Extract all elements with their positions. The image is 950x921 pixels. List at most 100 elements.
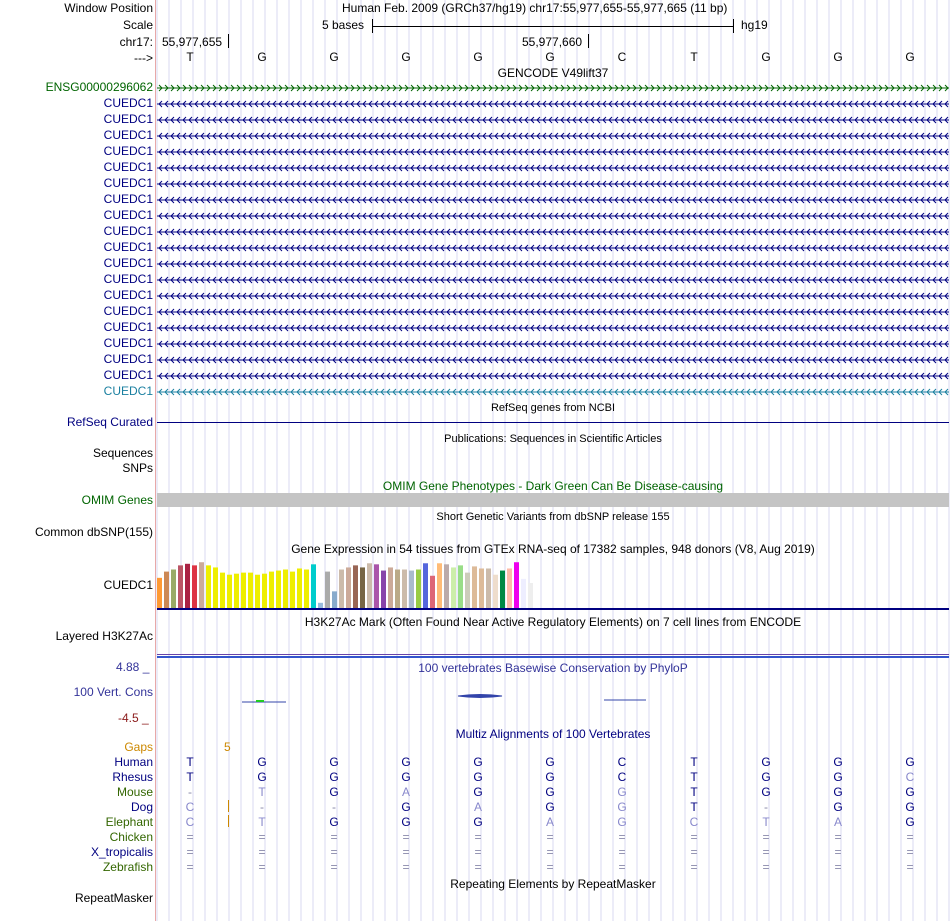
alignment-base: G (905, 785, 915, 799)
alignment-base: G (833, 770, 843, 784)
gtex-tissue-bar (171, 569, 176, 608)
species-label[interactable]: Mouse (116, 785, 153, 799)
transcript-label[interactable]: CUEDC1 (103, 240, 153, 254)
gtex-tissue-bar (318, 602, 323, 608)
sequence-base: G (329, 50, 339, 64)
transcript-label[interactable]: CUEDC1 (103, 160, 153, 174)
transcript-label[interactable]: CUEDC1 (103, 368, 153, 382)
snps-label[interactable]: SNPs (122, 461, 153, 475)
transcript-label[interactable]: CUEDC1 (103, 224, 153, 238)
transcript-label[interactable]: CUEDC1 (103, 272, 153, 286)
transcript-line (157, 260, 949, 268)
gtex-tissue-bar (514, 562, 519, 608)
alignment-base: = (474, 830, 482, 844)
alignment-base: G (545, 770, 555, 784)
species-label[interactable]: Dog (130, 800, 153, 814)
species-label[interactable]: Human (114, 755, 153, 769)
h3k27-title[interactable]: H3K27Ac Mark (Often Found Near Active Re… (304, 615, 802, 629)
species-label[interactable]: Rhesus (112, 770, 153, 784)
dbsnp-title[interactable]: Short Genetic Variants from dbSNP releas… (436, 511, 670, 523)
alignment-base: G (329, 785, 339, 799)
alignment-base: G (617, 800, 627, 814)
gtex-bar-chart[interactable] (156, 556, 536, 608)
transcript-label[interactable]: CUEDC1 (103, 208, 153, 222)
transcript-label[interactable]: CUEDC1 (103, 352, 153, 366)
gtex-tissue-bar (213, 567, 218, 608)
alignment-base: = (186, 845, 194, 859)
gtex-tissue-bar (402, 569, 407, 608)
omim-gene-bar[interactable] (157, 493, 949, 507)
dbsnp-label[interactable]: Common dbSNP(155) (34, 525, 153, 539)
window-position-label: Window Position (64, 1, 153, 15)
species-label[interactable]: Elephant (105, 815, 153, 829)
alignment-base: G (761, 785, 771, 799)
transcript-label[interactable]: CUEDC1 (103, 144, 153, 158)
position-text[interactable]: Human Feb. 2009 (GRCh37/hg19) chr17:55,9… (342, 1, 728, 15)
alignment-base: G (905, 755, 915, 769)
h3k27-line-1 (157, 654, 949, 655)
gtex-title[interactable]: Gene Expression in 54 tissues from GTEx … (291, 542, 815, 556)
alignment-base: = (618, 830, 626, 844)
refseq-gene-line[interactable] (157, 422, 949, 423)
sequence-base: G (257, 50, 267, 64)
transcript-label[interactable]: CUEDC1 (103, 384, 153, 398)
alignment-base: G (401, 815, 411, 829)
phylop-title[interactable]: 100 vertebrates Basewise Conservation by… (418, 661, 688, 675)
sequence-base: T (690, 50, 698, 64)
species-label[interactable]: Zebrafish (102, 860, 153, 874)
transcript-label[interactable]: CUEDC1 (103, 304, 153, 318)
gencode-gene-label[interactable]: ENSG00000296062 (45, 80, 153, 94)
transcript-label[interactable]: CUEDC1 (103, 320, 153, 334)
refseq-label[interactable]: RefSeq Curated (66, 415, 153, 429)
gtex-tissue-bar (472, 566, 477, 608)
alignment-base: C (185, 800, 195, 814)
species-label[interactable]: X_tropicalis (90, 845, 153, 859)
transcript-line (157, 116, 949, 124)
alignment-base: = (690, 860, 698, 874)
transcript-label[interactable]: CUEDC1 (103, 96, 153, 110)
transcript-label[interactable]: CUEDC1 (103, 288, 153, 302)
gtex-tissue-bar (234, 573, 239, 608)
phylop-min: -4.5 _ (118, 711, 149, 725)
transcript-line (157, 100, 949, 108)
species-label[interactable]: Chicken (109, 830, 153, 844)
transcript-label[interactable]: CUEDC1 (103, 336, 153, 350)
transcript-label[interactable]: CUEDC1 (103, 256, 153, 270)
gtex-tissue-bar (283, 569, 288, 608)
refseq-title[interactable]: RefSeq genes from NCBI (490, 402, 616, 414)
phylop-max: 4.88 _ (116, 660, 150, 674)
sequence-base: C (617, 50, 627, 64)
transcript-line (157, 324, 949, 332)
alignment-base: A (833, 815, 842, 829)
repeat-label[interactable]: RepeatMasker (74, 891, 153, 905)
alignment-base: = (258, 845, 266, 859)
gtex-tissue-bar (304, 569, 309, 608)
gencode-title[interactable]: GENCODE V49lift37 (497, 66, 609, 80)
transcript-label[interactable]: CUEDC1 (103, 192, 153, 206)
repeat-title[interactable]: Repeating Elements by RepeatMasker (450, 877, 656, 891)
alignment-base: G (329, 755, 339, 769)
omim-title[interactable]: OMIM Gene Phenotypes - Dark Green Can Be… (382, 479, 724, 493)
gtex-label[interactable]: CUEDC1 (103, 578, 153, 592)
omim-label[interactable]: OMIM Genes (81, 493, 153, 507)
gtex-tissue-bar (241, 572, 246, 608)
phylop-label[interactable]: 100 Vert. Cons (73, 685, 153, 699)
phylop-wiggle[interactable] (156, 690, 950, 710)
gtex-tissue-bar (444, 564, 449, 608)
gtex-tissue-bar (409, 570, 414, 608)
transcript-label[interactable]: CUEDC1 (103, 176, 153, 190)
sequence-base: G (905, 50, 915, 64)
gtex-tissue-bar (206, 565, 211, 608)
transcript-label[interactable]: CUEDC1 (103, 128, 153, 142)
transcript-label[interactable]: CUEDC1 (103, 112, 153, 126)
alignment-base: C (617, 755, 627, 769)
alignment-base: = (834, 830, 842, 844)
alignment-base: T (690, 785, 698, 799)
multiz-title[interactable]: Multiz Alignments of 100 Vertebrates (455, 727, 651, 741)
h3k27-label[interactable]: Layered H3K27Ac (55, 629, 153, 643)
sequences-label[interactable]: Sequences (92, 446, 153, 460)
pubs-title[interactable]: Publications: Sequences in Scientific Ar… (444, 433, 662, 445)
alignment-base: = (186, 860, 194, 874)
alignment-base: G (617, 785, 627, 799)
transcript-line (157, 308, 949, 316)
